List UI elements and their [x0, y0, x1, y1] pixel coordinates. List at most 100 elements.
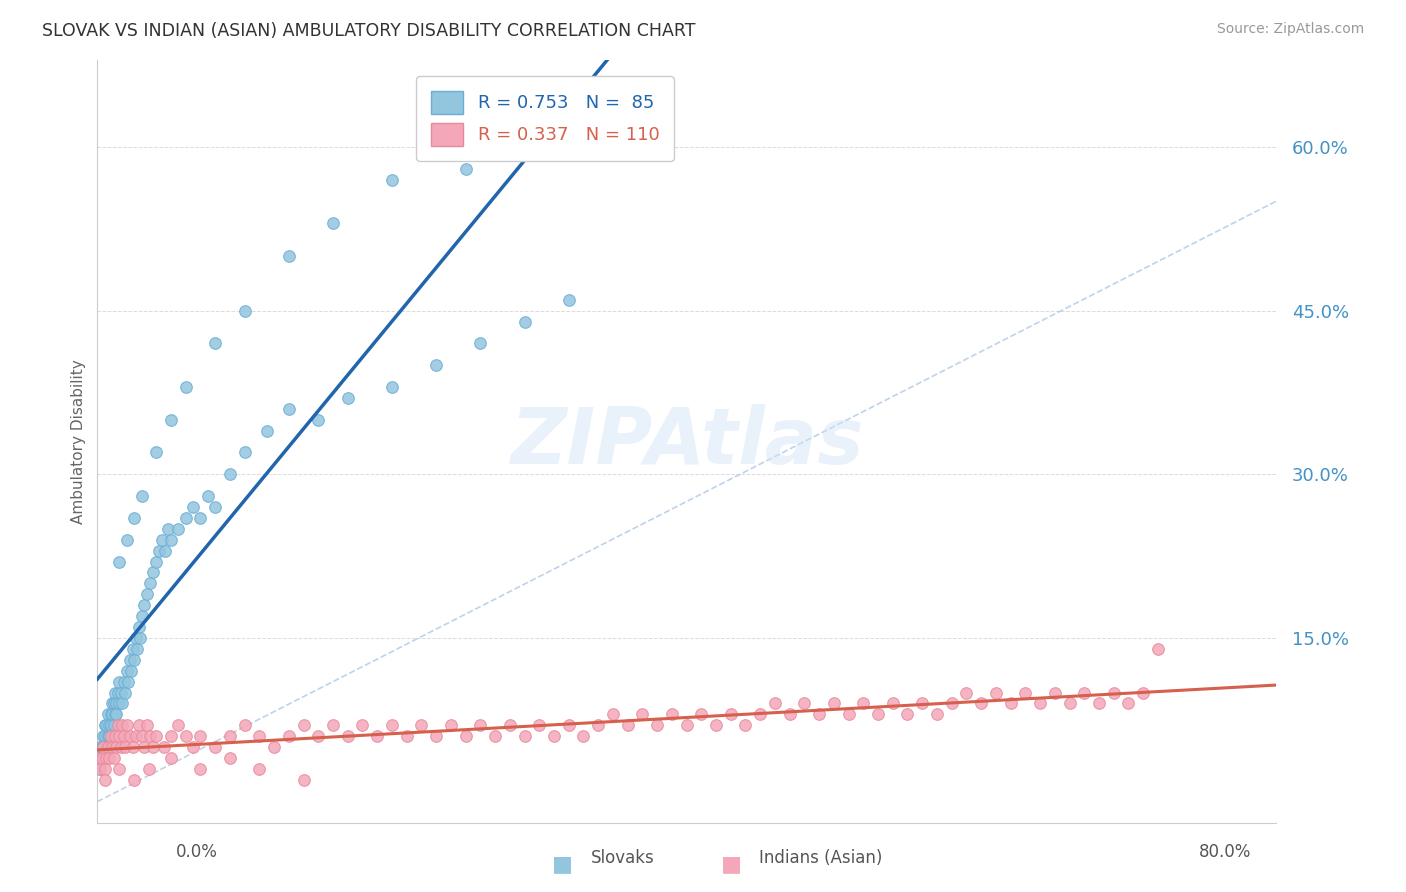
Point	[148, 543, 170, 558]
Point	[103, 697, 125, 711]
Point	[124, 729, 146, 743]
Point	[190, 511, 212, 525]
Point	[219, 751, 242, 765]
Point	[134, 599, 156, 613]
Point	[529, 718, 551, 732]
Point	[277, 249, 299, 263]
Point	[87, 751, 110, 765]
Point	[616, 718, 638, 732]
Point	[122, 772, 145, 787]
Point	[96, 718, 118, 732]
Point	[174, 511, 197, 525]
Point	[120, 664, 142, 678]
Point	[139, 576, 162, 591]
Point	[105, 707, 128, 722]
Point	[117, 674, 139, 689]
Point	[142, 740, 165, 755]
Point	[470, 336, 492, 351]
Text: Source: ZipAtlas.com: Source: ZipAtlas.com	[1216, 22, 1364, 37]
Point	[108, 729, 131, 743]
Point	[233, 303, 256, 318]
Point	[704, 718, 727, 732]
Point	[292, 718, 315, 732]
Point	[115, 718, 138, 732]
Point	[1132, 685, 1154, 699]
Point	[100, 707, 122, 722]
Point	[110, 685, 132, 699]
Point	[602, 107, 624, 121]
Point	[1147, 641, 1170, 656]
Point	[131, 489, 153, 503]
Point	[970, 697, 993, 711]
Point	[263, 740, 285, 755]
Point	[470, 718, 492, 732]
Point	[955, 685, 977, 699]
Point	[690, 707, 713, 722]
Point	[112, 674, 135, 689]
Point	[454, 161, 477, 176]
Point	[174, 729, 197, 743]
Point	[139, 729, 162, 743]
Point	[823, 697, 845, 711]
Y-axis label: Ambulatory Disability: Ambulatory Disability	[72, 359, 86, 524]
Text: 80.0%: 80.0%	[1199, 843, 1251, 861]
Point	[381, 380, 404, 394]
Point	[101, 697, 124, 711]
Point	[104, 729, 127, 743]
Point	[89, 740, 111, 755]
Point	[91, 740, 114, 755]
Text: Indians (Asian): Indians (Asian)	[759, 849, 883, 867]
Point	[91, 740, 114, 755]
Point	[307, 729, 329, 743]
Point	[720, 707, 742, 722]
Point	[93, 772, 115, 787]
Point	[1000, 697, 1022, 711]
Point	[122, 511, 145, 525]
Point	[108, 697, 131, 711]
Point	[808, 707, 831, 722]
Point	[233, 445, 256, 459]
Point	[87, 751, 110, 765]
Point	[322, 216, 344, 230]
Point	[136, 587, 159, 601]
Point	[150, 533, 173, 547]
Point	[425, 358, 447, 372]
Point	[204, 740, 226, 755]
Point	[277, 401, 299, 416]
Point	[127, 641, 149, 656]
Legend: R = 0.753   N =  85, R = 0.337   N = 110: R = 0.753 N = 85, R = 0.337 N = 110	[416, 77, 673, 161]
Point	[100, 729, 122, 743]
Point	[336, 391, 359, 405]
Point	[277, 729, 299, 743]
Point	[111, 697, 134, 711]
Point	[1088, 697, 1111, 711]
Text: ZIPAtlas: ZIPAtlas	[510, 403, 863, 480]
Point	[763, 697, 786, 711]
Point	[190, 729, 212, 743]
Point	[247, 762, 270, 776]
Point	[181, 740, 204, 755]
Text: ■: ■	[721, 854, 741, 873]
Point	[108, 762, 131, 776]
Point	[108, 674, 131, 689]
Point	[1073, 685, 1095, 699]
Point	[89, 762, 111, 776]
Point	[114, 685, 136, 699]
Text: Slovaks: Slovaks	[591, 849, 654, 867]
Point	[395, 729, 418, 743]
Point	[93, 762, 115, 776]
Point	[513, 314, 536, 328]
Point	[101, 707, 124, 722]
Point	[103, 751, 125, 765]
Point	[89, 762, 111, 776]
Point	[336, 729, 359, 743]
Point	[1059, 697, 1081, 711]
Point	[247, 729, 270, 743]
Point	[204, 336, 226, 351]
Point	[111, 718, 134, 732]
Point	[513, 729, 536, 743]
Point	[138, 762, 160, 776]
Point	[152, 740, 174, 755]
Point	[749, 707, 772, 722]
Point	[631, 707, 654, 722]
